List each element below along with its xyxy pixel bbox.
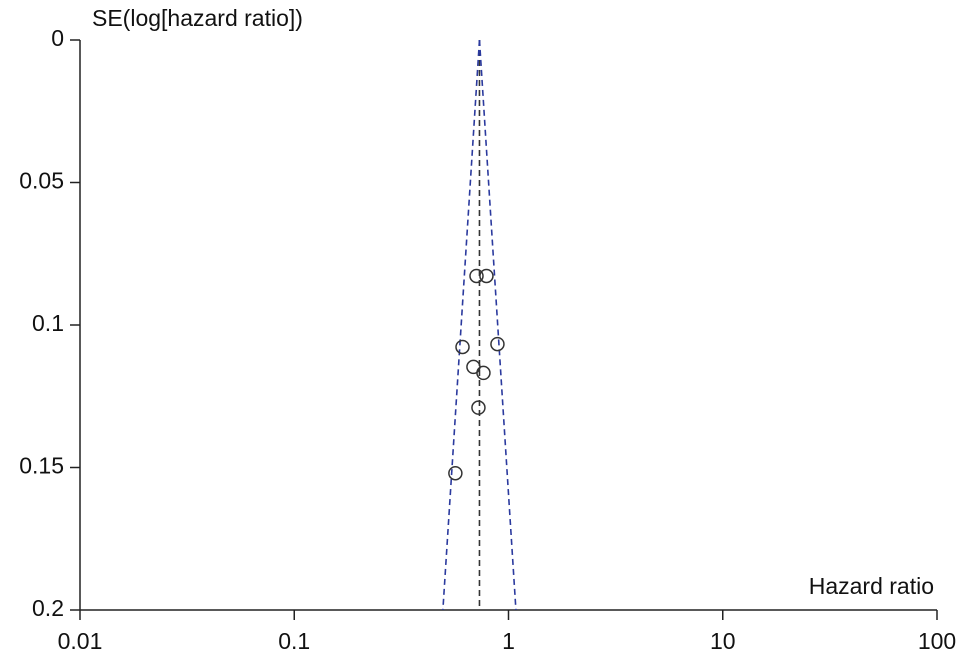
y-tick-label: 0 — [51, 25, 64, 51]
study-point — [476, 365, 491, 381]
study-point — [455, 339, 470, 355]
study-point — [466, 359, 481, 375]
y-tick-label: 0.15 — [19, 453, 64, 479]
funnel-line — [442, 39, 481, 611]
x-tick-label: 0.1 — [278, 628, 310, 654]
y-tick-label: 0.1 — [32, 310, 64, 336]
study-point — [469, 268, 484, 284]
study-point — [490, 336, 505, 352]
x-tick-label: 0.01 — [58, 628, 103, 654]
x-axis-label: Hazard ratio — [809, 573, 934, 599]
x-tick-label: 1 — [502, 628, 515, 654]
y-axis-label: SE(log[hazard ratio]) — [92, 5, 303, 31]
y-tick-label: 0.2 — [32, 595, 64, 621]
funnel-line — [478, 39, 517, 611]
y-tick-label: 0.05 — [19, 168, 64, 194]
x-tick-label: 10 — [710, 628, 736, 654]
study-point — [448, 465, 463, 481]
x-tick-label: 100 — [918, 628, 956, 654]
study-point — [479, 268, 494, 284]
study-point — [471, 400, 486, 415]
